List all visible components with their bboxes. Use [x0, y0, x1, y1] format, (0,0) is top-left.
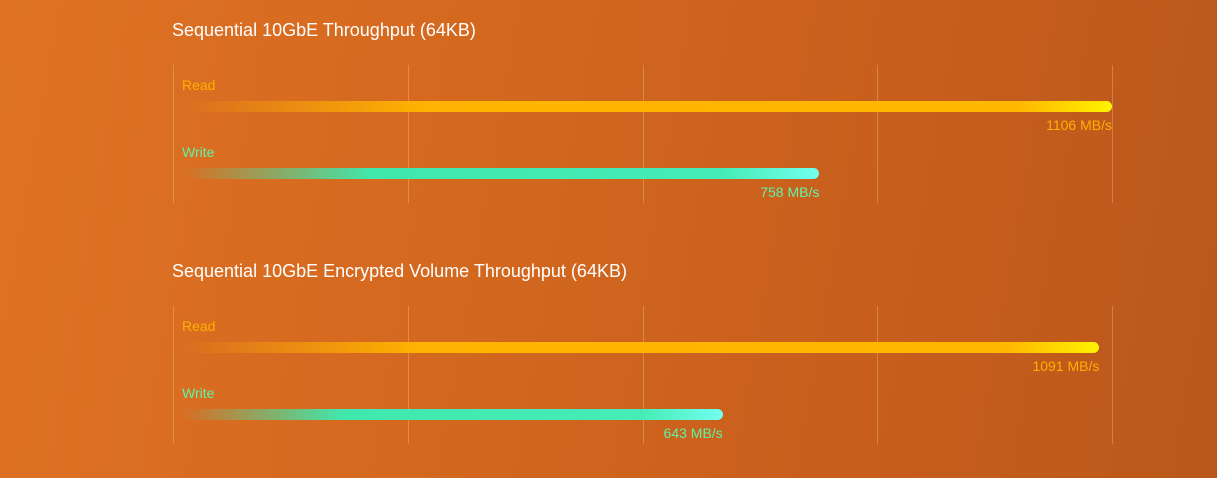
- gridline: [643, 65, 644, 203]
- gridline: [877, 306, 878, 444]
- plot-area: Read 1091 MB/s Write 643 MB/s: [172, 306, 1113, 444]
- read-label: Read: [182, 318, 216, 334]
- chart-title: Sequential 10GbE Encrypted Volume Throug…: [172, 261, 627, 281]
- gridline: [173, 306, 174, 444]
- gridline: [408, 306, 409, 444]
- gridline: [408, 65, 409, 203]
- gridline: [877, 65, 878, 203]
- read-label: Read: [182, 77, 216, 93]
- read-value-label: 1106 MB/s: [1046, 117, 1112, 133]
- read-value-label: 1091 MB/s: [1032, 358, 1100, 374]
- read-bar: [182, 101, 1112, 112]
- write-value-label: 643 MB/s: [663, 425, 723, 441]
- write-label: Write: [182, 385, 215, 401]
- gridline: [173, 65, 174, 203]
- write-bar: [182, 168, 820, 179]
- gridline: [643, 306, 644, 444]
- gridline: [1112, 306, 1113, 444]
- gridline: [1112, 65, 1113, 203]
- chart-title: Sequential 10GbE Throughput (64KB): [172, 20, 476, 40]
- plot-area: Read 1106 MB/s Write 758 MB/s: [172, 65, 1113, 203]
- read-bar: [182, 342, 1100, 353]
- write-value-label: 758 MB/s: [760, 184, 820, 200]
- write-bar: [182, 409, 723, 420]
- write-label: Write: [182, 144, 215, 160]
